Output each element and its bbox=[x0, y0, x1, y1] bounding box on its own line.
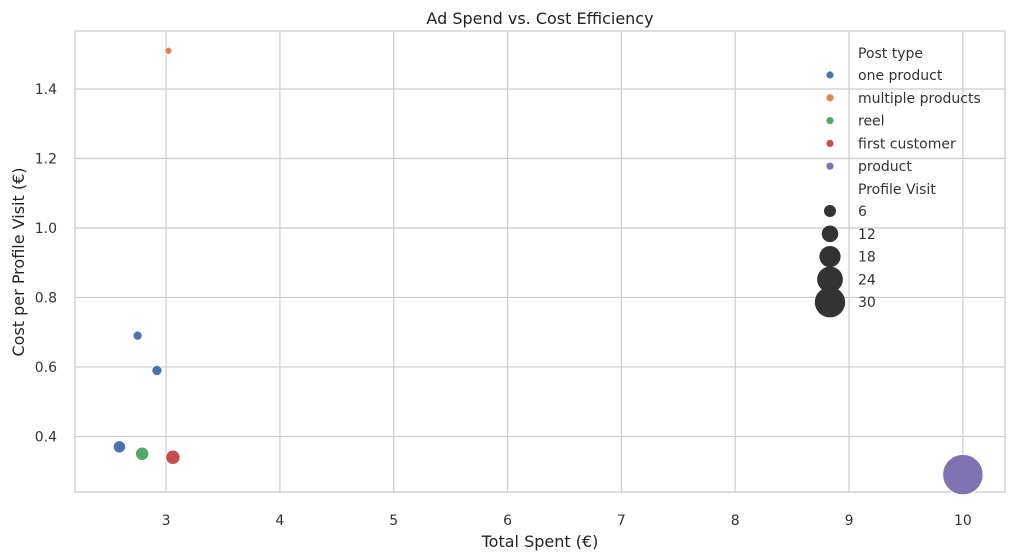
data-point bbox=[165, 449, 181, 466]
x-tick-label: 3 bbox=[162, 513, 171, 529]
x-tick-label: 7 bbox=[617, 513, 626, 529]
data-points bbox=[112, 46, 984, 496]
legend-size-title: Profile Visit bbox=[858, 182, 936, 198]
x-tick-label: 9 bbox=[845, 513, 854, 529]
tick-labels: 3 4 5 6 7 8 9 10 0.4 0.6 0.8 1.0 1.2 1.4 bbox=[35, 82, 972, 529]
legend-size-label: 6 bbox=[858, 204, 867, 220]
legend-marker bbox=[826, 162, 834, 170]
chart-title: Ad Spend vs. Cost Efficiency bbox=[426, 9, 653, 28]
legend-size-label: 30 bbox=[858, 295, 876, 311]
x-axis-label: Total Spent (€) bbox=[481, 532, 599, 551]
legend-size-marker bbox=[814, 287, 846, 318]
x-tick-label: 10 bbox=[954, 513, 972, 529]
legend-size-label: 12 bbox=[858, 227, 876, 243]
legend-label: product bbox=[858, 159, 912, 175]
legend-size-marker bbox=[819, 246, 841, 268]
legend-marker bbox=[826, 117, 834, 125]
y-tick-label: 1.0 bbox=[35, 221, 57, 237]
legend-marker bbox=[826, 94, 834, 102]
data-point bbox=[151, 364, 163, 377]
x-tick-label: 5 bbox=[389, 513, 398, 529]
legend: Post type one product multiple products re… bbox=[814, 46, 981, 318]
x-tick-label: 8 bbox=[731, 513, 740, 529]
y-tick-label: 0.8 bbox=[35, 290, 57, 306]
y-tick-label: 0.6 bbox=[35, 360, 57, 376]
x-tick-label: 4 bbox=[275, 513, 284, 529]
x-tick-label: 6 bbox=[503, 513, 512, 529]
data-point bbox=[164, 46, 173, 55]
legend-size-marker bbox=[824, 205, 836, 217]
data-point bbox=[132, 330, 143, 341]
grid-lines bbox=[75, 31, 1005, 492]
legend-marker bbox=[826, 139, 834, 147]
legend-marker bbox=[826, 71, 834, 79]
legend-label: one product bbox=[858, 68, 943, 84]
y-axis-label: Cost per Profile Visit (€) bbox=[9, 168, 28, 357]
data-point bbox=[942, 453, 984, 496]
legend-hue-title: Post type bbox=[858, 46, 923, 62]
y-tick-label: 1.2 bbox=[35, 151, 57, 167]
legend-label: reel bbox=[858, 114, 885, 130]
data-point bbox=[112, 440, 127, 454]
legend-size-label: 18 bbox=[858, 250, 876, 266]
legend-label: first customer bbox=[858, 136, 956, 152]
plot-frame bbox=[74, 30, 1006, 493]
legend-size-marker bbox=[817, 266, 843, 293]
y-tick-label: 0.4 bbox=[35, 429, 57, 445]
y-tick-label: 1.4 bbox=[35, 82, 57, 98]
data-point bbox=[134, 446, 150, 462]
legend-size-label: 24 bbox=[858, 272, 876, 288]
legend-size-marker bbox=[821, 225, 839, 243]
legend-label: multiple products bbox=[858, 91, 981, 107]
